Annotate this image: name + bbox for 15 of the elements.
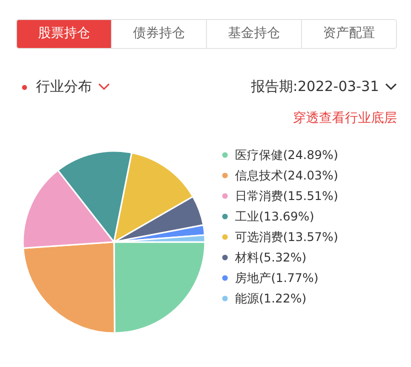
chart-title: 行业分布 [36,78,92,96]
legend-label: 工业(13.69%) [235,210,314,224]
text: 穿透查看行业底层 [293,110,397,127]
legend-label: 可选消费(13.57%) [235,230,338,244]
text: 资产配置 [301,20,396,48]
text: 股票持仓 [17,20,111,48]
legend-label: 信息技术(24.03%) [235,168,338,182]
legend-label: 日常消费(15.51%) [235,189,338,203]
chart-subtitle: 报告期:2022-03-31 [250,78,379,96]
legend-label: 材料(5.32%) [234,250,306,264]
text: 债券持仓 [111,20,206,48]
legend-label: 房地产(1.77%) [235,271,318,285]
legend-label: 医疗保健(24.89%) [235,148,338,162]
text: 基金持仓 [206,20,301,48]
legend-label: 能源(1.22%) [235,292,306,306]
